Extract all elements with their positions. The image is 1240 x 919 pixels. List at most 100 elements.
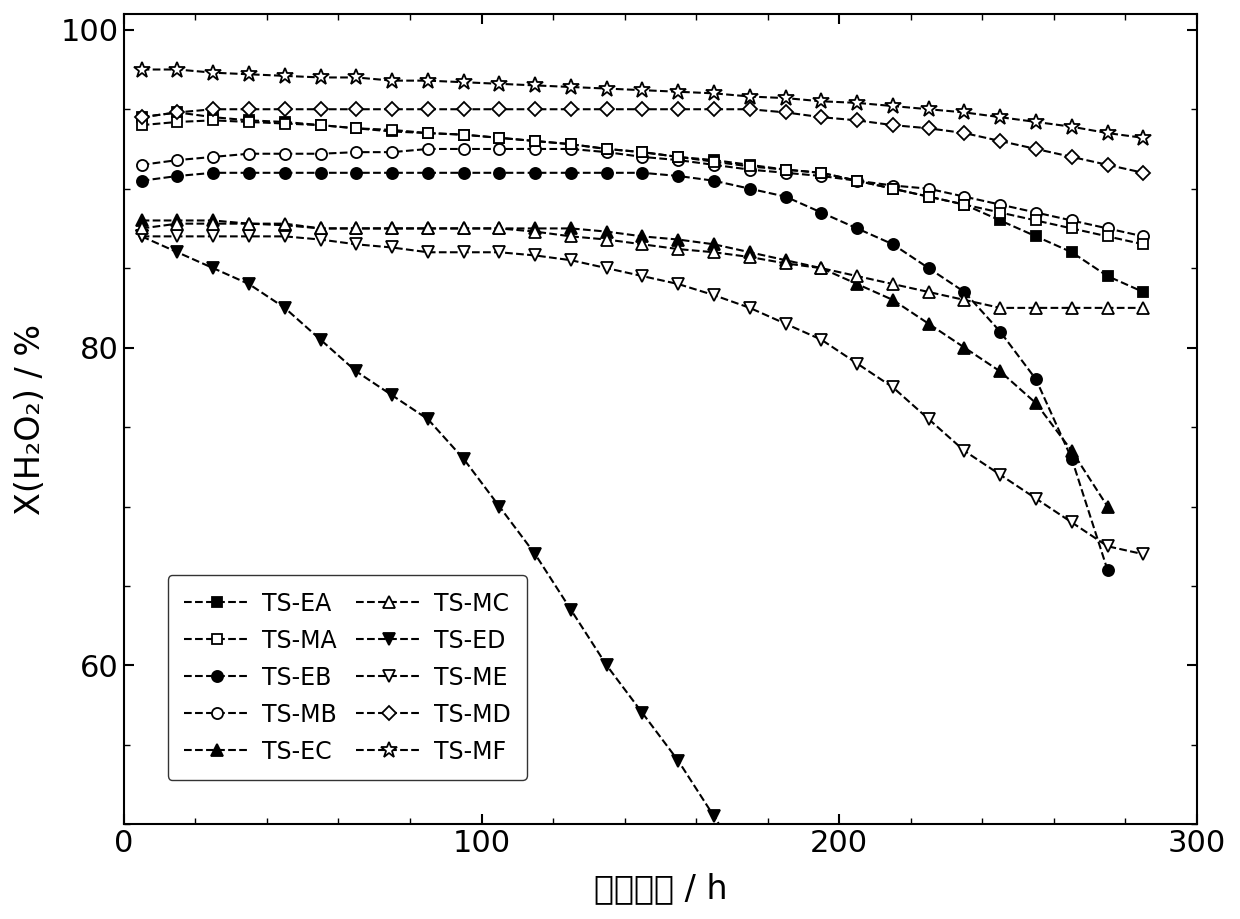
Line: TS-MF: TS-MF [134, 62, 1152, 146]
TS-MB [348, 147, 363, 158]
TS-MA [384, 124, 399, 135]
TS-ME [813, 335, 828, 346]
TS-MF [1064, 121, 1079, 132]
TS-MF [348, 72, 363, 83]
TS-EB [813, 207, 828, 218]
TS-MB [492, 143, 507, 154]
TS-MF [528, 80, 543, 91]
TS-EB [1100, 564, 1115, 575]
TS-MA [563, 139, 578, 150]
TS-EB [707, 176, 722, 187]
TS-ME [528, 250, 543, 261]
TS-EA [384, 126, 399, 137]
TS-MD [779, 107, 794, 118]
TS-EC [384, 223, 399, 234]
TS-MC [921, 287, 936, 298]
TS-EC [743, 246, 758, 257]
TS-ED [743, 867, 758, 878]
TS-MD [635, 104, 650, 115]
TS-MB [849, 176, 864, 187]
TS-MC [348, 223, 363, 234]
TS-EC [707, 239, 722, 250]
TS-MC [743, 252, 758, 263]
TS-MC [849, 270, 864, 281]
TS-MD [456, 104, 471, 115]
TS-ED [170, 246, 185, 257]
TS-MF [170, 64, 185, 75]
TS-MF [743, 91, 758, 102]
TS-EC [563, 223, 578, 234]
TS-MC [456, 223, 471, 234]
TS-MB [993, 199, 1008, 210]
TS-ME [384, 242, 399, 253]
TS-MA [779, 165, 794, 176]
TS-EC [993, 366, 1008, 377]
TS-MF [492, 78, 507, 89]
TS-MA [456, 130, 471, 141]
TS-ME [885, 381, 900, 392]
TS-MD [242, 104, 257, 115]
TS-MF [456, 76, 471, 87]
TS-EB [312, 167, 327, 178]
TS-ME [492, 246, 507, 257]
TS-MB [528, 143, 543, 154]
TS-MC [312, 223, 327, 234]
TS-MC [492, 223, 507, 234]
TS-ED [671, 755, 686, 766]
TS-MA [242, 117, 257, 128]
TS-MC [1064, 302, 1079, 313]
TS-MB [671, 154, 686, 165]
TS-MB [1136, 231, 1151, 242]
TS-EA [420, 128, 435, 139]
TS-MB [384, 147, 399, 158]
TS-MA [813, 167, 828, 178]
TS-EA [312, 119, 327, 130]
Line: TS-EA: TS-EA [136, 108, 1148, 297]
TS-MA [348, 123, 363, 134]
TS-EB [671, 170, 686, 181]
TS-EB [456, 167, 471, 178]
TS-ME [420, 246, 435, 257]
TS-EC [813, 263, 828, 274]
TS-EB [170, 170, 185, 181]
TS-MA [312, 119, 327, 130]
Line: TS-MD: TS-MD [136, 105, 1148, 177]
TS-MA [849, 176, 864, 187]
TS-EA [849, 176, 864, 187]
TS-MC [671, 244, 686, 255]
TS-MF [885, 100, 900, 111]
TS-MA [993, 207, 1008, 218]
TS-ME [134, 231, 149, 242]
TS-ED [384, 390, 399, 401]
Legend: TS-EA, TS-MA, TS-EB, TS-MB, TS-EC, TS-MC, TS-ED, TS-ME, TS-MD, TS-MF: TS-EA, TS-MA, TS-EB, TS-MB, TS-EC, TS-MC… [167, 575, 527, 780]
TS-EB [849, 223, 864, 234]
TS-EA [921, 191, 936, 202]
TS-ME [278, 231, 293, 242]
TS-ED [707, 811, 722, 822]
TS-EA [1100, 270, 1115, 281]
TS-EB [921, 263, 936, 274]
TS-EC [1028, 398, 1043, 409]
TS-MC [599, 234, 614, 245]
TS-ME [743, 302, 758, 313]
TS-MB [599, 147, 614, 158]
TS-ME [170, 231, 185, 242]
Line: TS-ME: TS-ME [136, 231, 1149, 560]
TS-MD [348, 104, 363, 115]
TS-ME [1136, 549, 1151, 560]
Line: TS-MA: TS-MA [136, 116, 1148, 249]
TS-ME [779, 318, 794, 329]
TS-EB [420, 167, 435, 178]
TS-MF [242, 69, 257, 80]
TS-ME [242, 231, 257, 242]
TS-MB [134, 159, 149, 170]
TS-EA [993, 215, 1008, 226]
TS-MA [635, 147, 650, 158]
TS-MF [134, 64, 149, 75]
TS-ME [1100, 540, 1115, 551]
TS-EA [206, 112, 221, 123]
TS-EA [348, 123, 363, 134]
TS-MF [813, 96, 828, 107]
TS-EC [849, 278, 864, 289]
TS-MC [278, 218, 293, 229]
